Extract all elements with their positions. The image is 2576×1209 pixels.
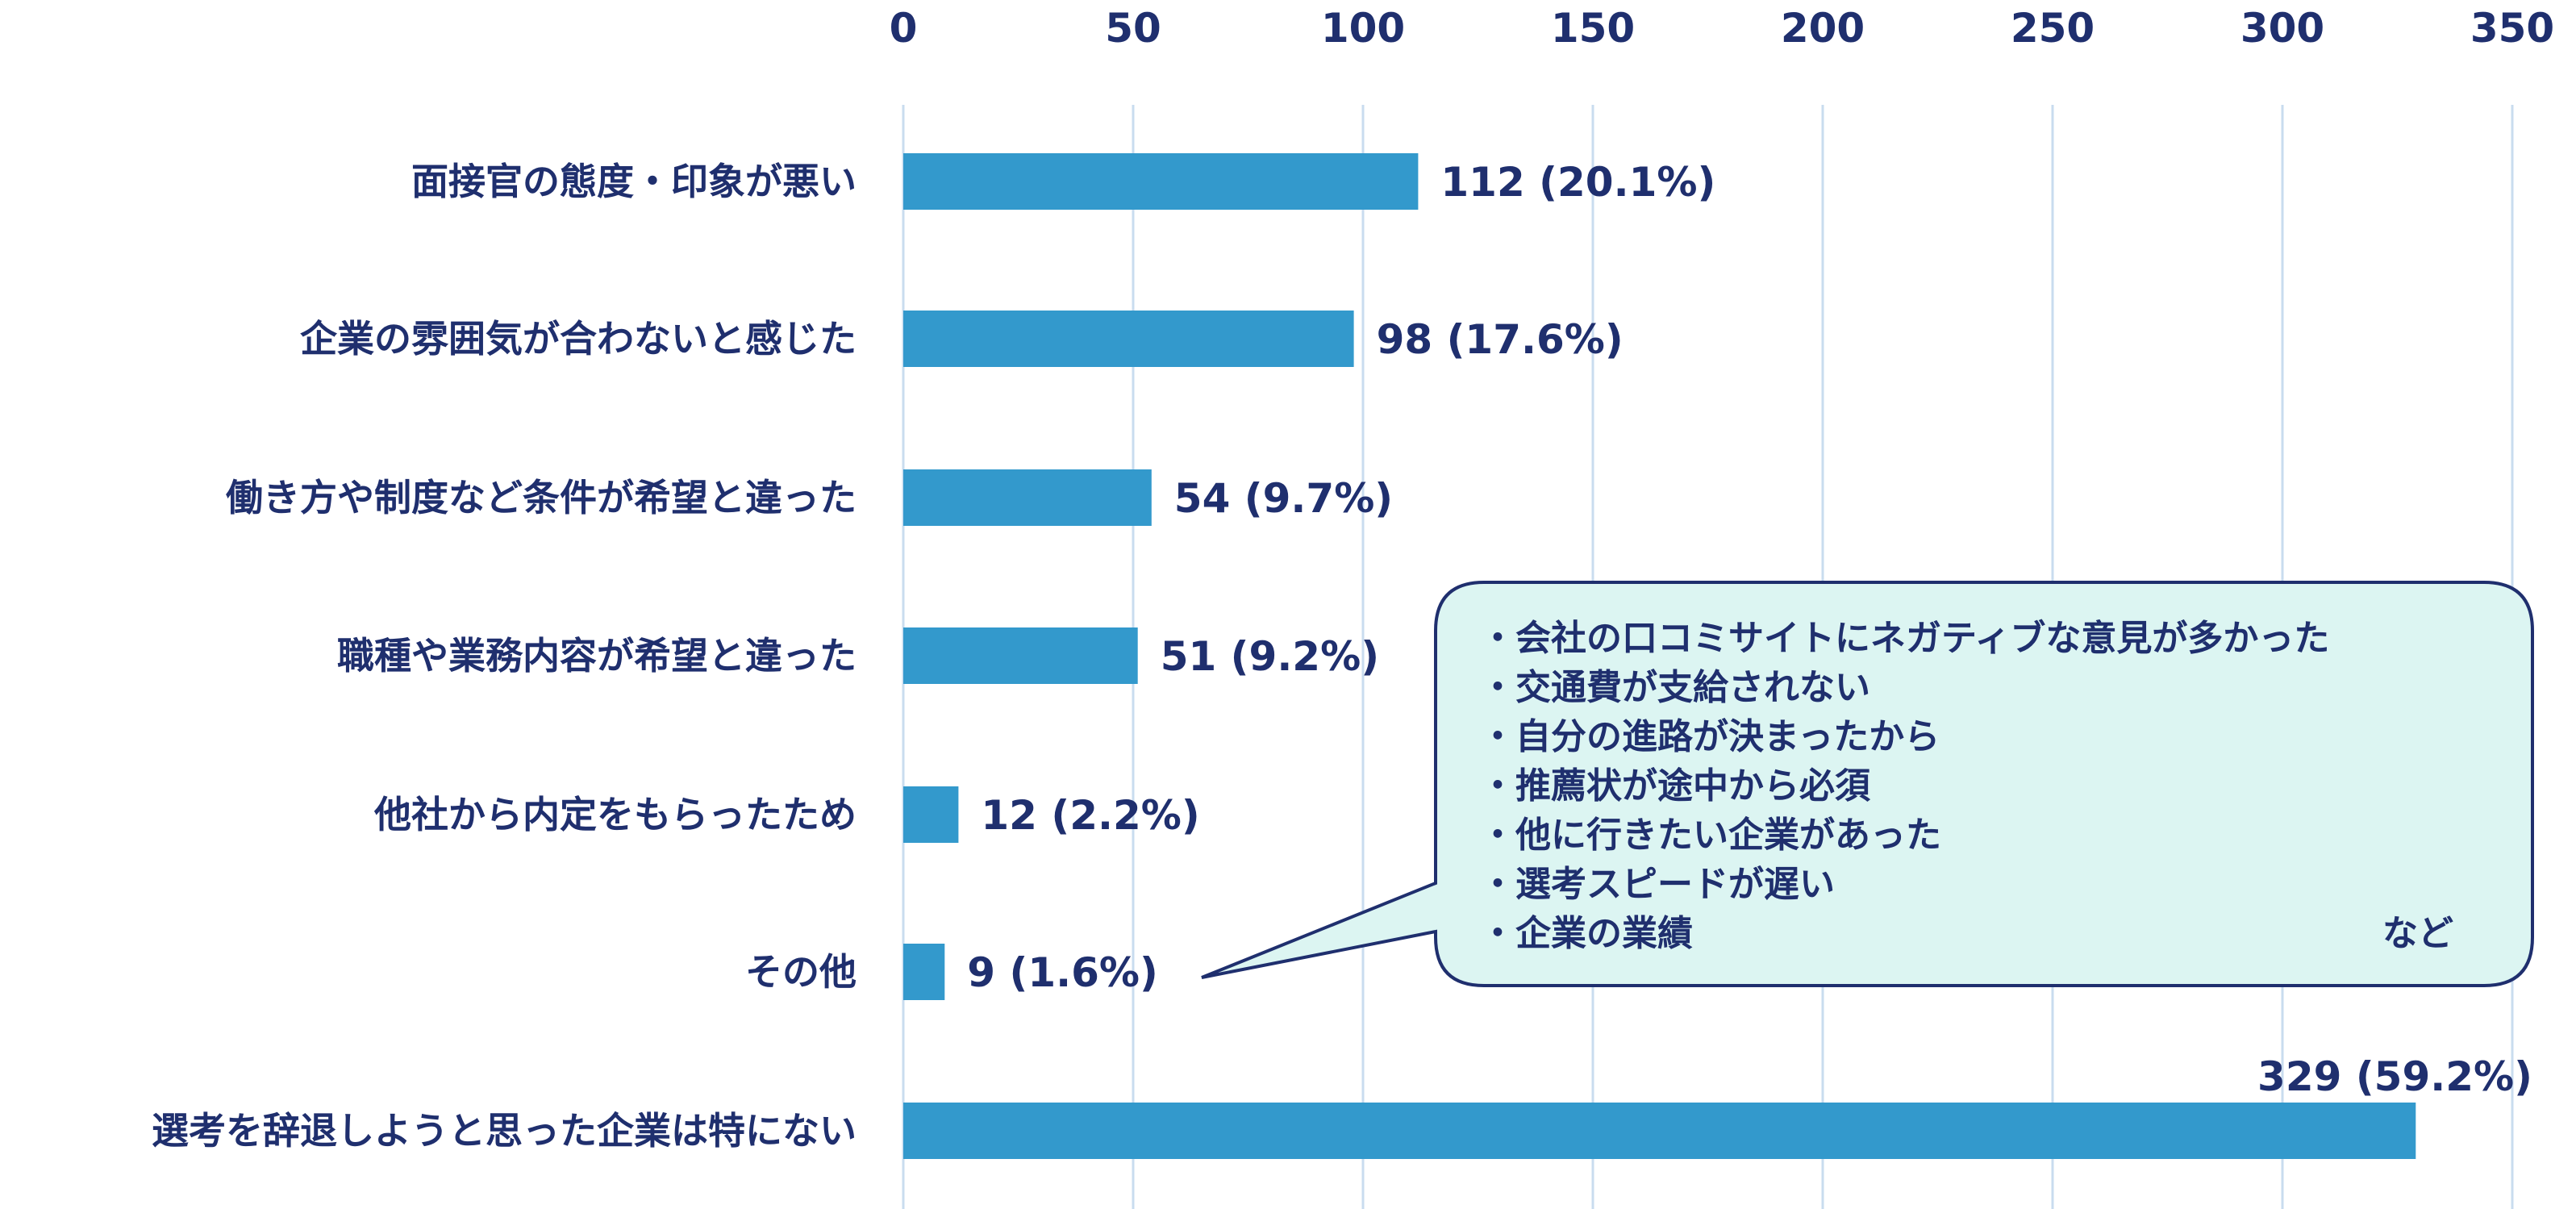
- callout-item: ・推薦状が途中から必須: [1480, 765, 1871, 807]
- bars: [903, 153, 2416, 1159]
- category-label: 選考を辞退しようと思った企業は特にない: [152, 1109, 857, 1153]
- callout-item: ・交通費が支給されない: [1480, 667, 1870, 708]
- bar: [903, 469, 1152, 526]
- bar: [903, 1103, 2416, 1159]
- data-label: 329 (59.2%): [2257, 1053, 2532, 1100]
- bar: [903, 944, 945, 1000]
- data-label: 112 (20.1%): [1440, 159, 1715, 206]
- bar: [903, 311, 1354, 367]
- callout-item: ・企業の業績: [1480, 913, 1693, 954]
- callout-item: ・自分の進路が決まったから: [1480, 716, 1940, 757]
- category-labels: 面接官の態度・印象が悪い企業の雰囲気が合わないと感じた働き方や制度など条件が希望…: [152, 160, 857, 1153]
- callout-item: ・選考スピードが遅い: [1480, 864, 1835, 905]
- data-label: 12 (2.2%): [981, 792, 1199, 839]
- bar: [903, 786, 959, 843]
- bar: [903, 153, 1419, 210]
- category-label: 企業の雰囲気が合わないと感じた: [300, 317, 857, 361]
- callout-item: ・他に行きたい企業があった: [1480, 815, 1941, 856]
- category-label: その他: [745, 950, 857, 994]
- x-tick-label: 250: [2011, 5, 2095, 52]
- callout: ・会社の口コミサイトにネガティブな意見が多かった・交通費が支給されない・自分の進…: [1201, 581, 2534, 987]
- category-label: 他社から内定をもらったため: [373, 793, 857, 836]
- x-tick-label: 50: [1105, 5, 1161, 52]
- data-label: 54 (9.7%): [1174, 475, 1393, 522]
- data-label: 98 (17.6%): [1377, 316, 1624, 363]
- bar: [903, 627, 1138, 684]
- category-label: 職種や業務内容が希望と違った: [337, 634, 857, 677]
- category-label: 面接官の態度・印象が悪い: [411, 160, 857, 203]
- callout-item: ・会社の口コミサイトにネガティブな意見が多かった: [1480, 618, 2329, 659]
- data-labels: 112 (20.1%) 98 (17.6%) 54 (9.7%) 51 (9.2%) 1…: [967, 159, 2532, 1100]
- data-label: 51 (9.2%): [1161, 633, 1379, 680]
- x-tick-label: 350: [2470, 5, 2554, 52]
- x-tick-label: 100: [1321, 5, 1405, 52]
- data-label: 9 (1.6%): [967, 949, 1158, 996]
- callout-suffix: など: [2382, 913, 2453, 954]
- callout-bubble: [1201, 581, 2534, 987]
- category-label: 働き方や制度など条件が希望と違った: [226, 476, 857, 519]
- x-tick-label: 200: [1781, 5, 1865, 52]
- x-tick-label: 150: [1551, 5, 1635, 52]
- x-tick-label: 0: [890, 5, 918, 52]
- x-tick-label: 300: [2240, 5, 2324, 52]
- x-axis-ticks: 0 50 100 150 200 250 300 350: [890, 5, 2555, 52]
